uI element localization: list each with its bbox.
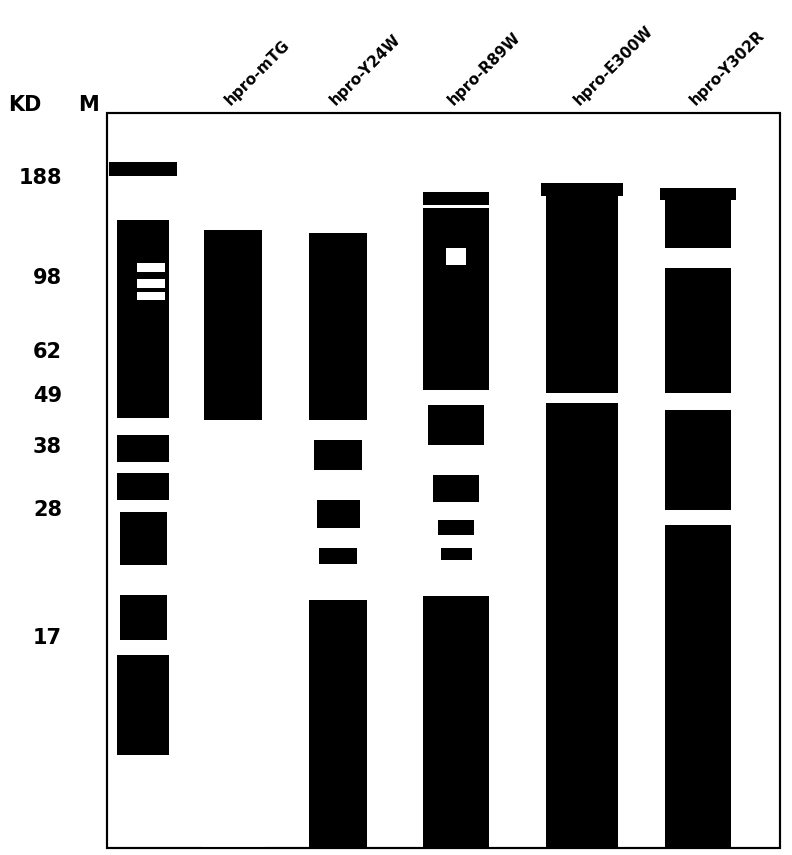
Bar bbox=[440, 548, 471, 560]
Bar bbox=[309, 233, 367, 420]
Text: 62: 62 bbox=[33, 342, 62, 362]
Text: 98: 98 bbox=[33, 268, 62, 288]
Bar bbox=[314, 440, 362, 470]
Bar bbox=[307, 528, 370, 548]
Bar bbox=[204, 230, 262, 420]
Text: 17: 17 bbox=[33, 628, 62, 648]
Bar bbox=[660, 188, 736, 200]
Text: 28: 28 bbox=[33, 500, 62, 520]
Bar bbox=[662, 393, 733, 410]
Bar bbox=[120, 512, 166, 565]
Bar bbox=[115, 418, 172, 435]
Bar bbox=[421, 502, 492, 520]
Bar bbox=[428, 405, 484, 445]
Bar bbox=[423, 192, 489, 205]
Bar bbox=[309, 600, 367, 848]
Bar bbox=[117, 220, 169, 418]
Text: 188: 188 bbox=[18, 168, 62, 188]
Bar bbox=[107, 113, 780, 848]
Text: hpro-E300W: hpro-E300W bbox=[571, 23, 657, 108]
Bar bbox=[662, 248, 733, 268]
Bar bbox=[421, 390, 492, 405]
Bar bbox=[543, 393, 620, 403]
Text: hpro-mTG: hpro-mTG bbox=[223, 38, 293, 108]
Text: hpro-Y302R: hpro-Y302R bbox=[687, 27, 767, 108]
Bar bbox=[115, 565, 172, 595]
Bar bbox=[421, 560, 492, 596]
Bar bbox=[201, 420, 265, 848]
Bar bbox=[120, 595, 166, 640]
Text: KD: KD bbox=[8, 95, 41, 115]
Bar bbox=[438, 520, 474, 535]
Bar bbox=[115, 500, 172, 512]
Bar bbox=[423, 596, 489, 848]
Bar bbox=[317, 500, 360, 528]
Bar bbox=[137, 263, 165, 272]
Bar bbox=[446, 248, 466, 265]
Bar bbox=[307, 420, 370, 440]
Bar bbox=[137, 292, 165, 300]
Bar bbox=[662, 510, 733, 525]
Bar bbox=[423, 208, 489, 390]
Bar bbox=[665, 200, 731, 848]
Text: 38: 38 bbox=[33, 437, 62, 457]
Bar bbox=[307, 564, 370, 600]
Bar bbox=[137, 279, 165, 288]
Bar bbox=[115, 462, 172, 473]
Bar bbox=[107, 113, 780, 848]
Bar bbox=[421, 445, 492, 475]
Bar bbox=[307, 470, 370, 500]
Bar bbox=[541, 183, 623, 196]
Text: 49: 49 bbox=[33, 386, 62, 406]
Text: hpro-R89W: hpro-R89W bbox=[445, 30, 524, 108]
Bar bbox=[109, 162, 177, 176]
Bar bbox=[546, 196, 618, 848]
Bar bbox=[421, 535, 492, 548]
Bar bbox=[319, 548, 357, 564]
Text: hpro-Y24W: hpro-Y24W bbox=[327, 32, 404, 108]
Bar bbox=[117, 435, 169, 500]
Bar bbox=[117, 655, 169, 755]
Bar bbox=[115, 640, 172, 655]
Bar bbox=[433, 475, 479, 502]
Text: M: M bbox=[78, 95, 98, 115]
